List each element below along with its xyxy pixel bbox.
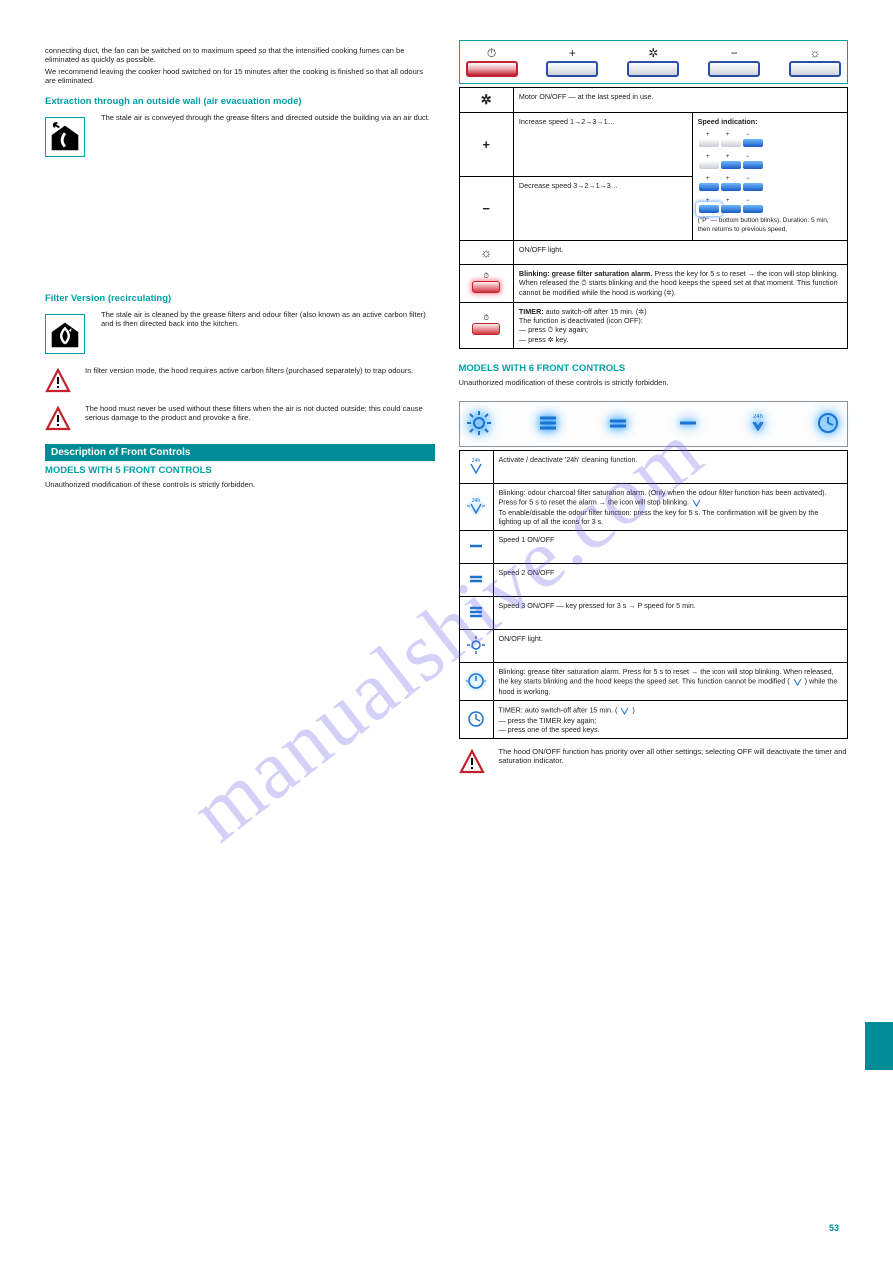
clock-icon: ⏱ xyxy=(483,315,488,322)
warning-icon xyxy=(459,749,485,777)
clk-tail: ) xyxy=(632,705,634,714)
minus-row-text: Decrease speed 3→2→1→3… xyxy=(519,181,618,190)
section-tab xyxy=(865,1022,893,1070)
six-button-table: 24h Activate / deactivate '24h' cleaning… xyxy=(459,450,849,739)
warning-icon xyxy=(45,406,71,434)
clean24h-touch-button[interactable]: 24h xyxy=(745,410,771,438)
timer-button-blinking xyxy=(472,281,500,293)
sp1-text: Speed 1 ON/OFF xyxy=(493,531,848,564)
models6-warn: Unauthorized modification of these contr… xyxy=(459,378,849,387)
six-button-bar: 24h xyxy=(459,401,849,447)
recirculating-mode-icon xyxy=(45,314,85,354)
filter-inline-icon xyxy=(619,705,630,716)
sp2-text: Speed 2 ON/OFF xyxy=(493,564,848,597)
models6-heading: MODELS WITH 6 FRONT CONTROLS xyxy=(459,363,849,374)
right-column: ⏱ + ✲ − ☼ ✲ Motor ON/OFF — at the last s… xyxy=(459,40,849,783)
front-controls-heading: Description of Front Controls xyxy=(45,444,435,461)
clk-blink-text: Blinking: grease filter saturation alarm… xyxy=(499,667,834,685)
five-button-table: ✲ Motor ON/OFF — at the last speed in us… xyxy=(459,87,849,349)
filter-inline-icon xyxy=(691,497,702,508)
plus-row-text: Increase speed 1→2→3→1… xyxy=(519,117,615,126)
filter-warn-text: The hood must never be used without thes… xyxy=(85,404,435,423)
clean24h-icon: 24h xyxy=(459,451,493,484)
fan-icon: ✲ xyxy=(481,92,492,107)
t24-on-text: Activate / deactivate '24h' cleaning fun… xyxy=(493,451,848,484)
extraction-heading: Extraction through an outside wall (air … xyxy=(45,96,435,107)
five-button-bar: ⏱ + ✲ − ☼ xyxy=(459,40,849,84)
svg-text:24h: 24h xyxy=(753,414,763,420)
clk-off-bullet: — press one of the speed keys. xyxy=(499,725,600,734)
light-icon xyxy=(459,630,493,663)
timer-off-bullet: — press ⏱ key again; xyxy=(519,325,588,334)
light-icon: ☼ xyxy=(480,245,492,260)
clk-off-bullet: — press the TIMER key again; xyxy=(499,716,597,725)
filter-para-1: The stale air is cleaned by the grease f… xyxy=(101,310,435,329)
intro-para-1: connecting duct, the fan can be switched… xyxy=(45,46,435,65)
speed1-icon xyxy=(459,531,493,564)
left-column: connecting duct, the fan can be switched… xyxy=(45,40,435,783)
timer-off-text: The function is deactivated (icon OFF): xyxy=(519,316,643,325)
clean24h-blink-icon: 24h xyxy=(459,484,493,531)
extraction-text: The stale air is conveyed through the gr… xyxy=(101,113,435,122)
t24-note-text: To enable/disable the odour filter funct… xyxy=(499,508,819,526)
warning-icon xyxy=(45,368,71,396)
clock-blink-icon xyxy=(459,663,493,701)
sp3-text: Speed 3 ON/OFF — key pressed for 3 s → P… xyxy=(493,597,848,630)
speed3-touch-button[interactable] xyxy=(535,410,561,438)
speed-row: ++− xyxy=(698,173,842,192)
light-button[interactable] xyxy=(789,61,841,77)
speed2-icon xyxy=(459,564,493,597)
speed-row: ++− xyxy=(698,129,842,148)
svg-text:24h: 24h xyxy=(472,458,481,464)
minus-icon: − xyxy=(731,47,738,59)
page-columns: connecting duct, the fan can be switched… xyxy=(45,40,848,783)
plus-button[interactable] xyxy=(546,61,598,77)
speed3-icon xyxy=(459,597,493,630)
t24-blink-text: Blinking: odour charcoal filter saturati… xyxy=(499,488,827,506)
minus-icon: − xyxy=(482,201,490,216)
clock-icon: ⏱ xyxy=(487,47,496,59)
clock-icon xyxy=(459,701,493,739)
speed-indication-label: Speed indication: xyxy=(698,117,842,126)
timer-blink-head: Blinking: grease filter saturation alarm… xyxy=(519,269,652,278)
timer-set-text: auto switch-off after 15 min. (✲) xyxy=(546,307,647,316)
timer-off-bullet: — press ✲ key. xyxy=(519,335,568,344)
intro-para-2: We recommend leaving the cooker hood swi… xyxy=(45,67,435,86)
clk-text: TIMER: auto switch-off after 15 min. ( xyxy=(499,705,618,714)
timer-button xyxy=(472,323,500,335)
timer-set-head: TIMER: xyxy=(519,307,544,316)
plus-icon: + xyxy=(482,137,490,152)
models5-warn: Unauthorized modification of these contr… xyxy=(45,480,435,489)
filter-heading: Filter Version (recirculating) xyxy=(45,293,435,304)
evacuation-mode-icon xyxy=(45,117,85,157)
timer-touch-button[interactable] xyxy=(815,410,841,438)
minus-button[interactable] xyxy=(708,61,760,77)
timer-button[interactable] xyxy=(466,61,518,77)
filter-para-2: In filter version mode, the hood require… xyxy=(85,366,435,375)
svg-text:24h: 24h xyxy=(472,498,481,504)
speed1-touch-button[interactable] xyxy=(675,410,701,438)
speed-row: ++− xyxy=(698,195,842,214)
light-row-text: ON/OFF light. xyxy=(513,240,847,264)
page-number: 53 xyxy=(829,1223,839,1233)
light-icon: ☼ xyxy=(810,47,821,59)
models5-heading: MODELS WITH 5 FRONT CONTROLS xyxy=(45,465,435,476)
lt-text: ON/OFF light. xyxy=(493,630,848,663)
speed-p-note: ("P" — bottom button blinks). Duration: … xyxy=(698,217,842,233)
end-warn-text: The hood ON/OFF function has priority ov… xyxy=(499,747,849,766)
clock-icon: ⏱ xyxy=(483,273,488,280)
filter-inline-icon xyxy=(792,676,803,687)
fan-row-text: Motor ON/OFF — at the last speed in use. xyxy=(513,88,847,113)
fan-button[interactable] xyxy=(627,61,679,77)
speed2-touch-button[interactable] xyxy=(605,410,631,438)
light-touch-button[interactable] xyxy=(466,410,492,438)
fan-icon: ✲ xyxy=(648,47,658,59)
plus-icon: + xyxy=(569,47,576,59)
speed-row: ++− xyxy=(698,151,842,170)
